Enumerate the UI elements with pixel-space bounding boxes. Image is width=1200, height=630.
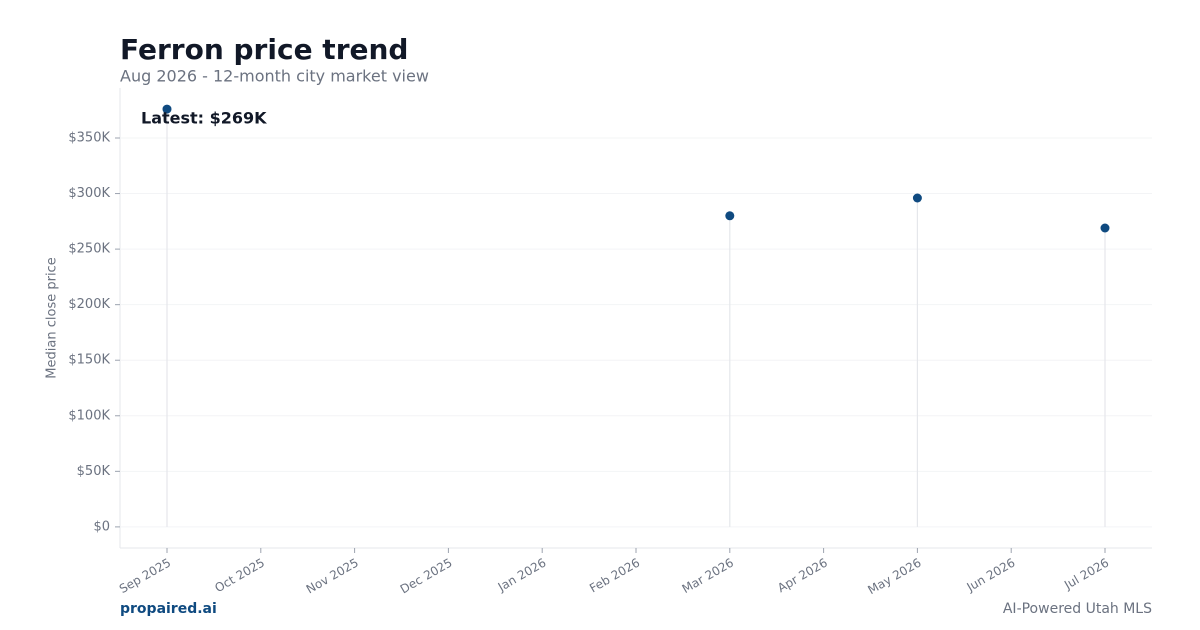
x-tick-label: Jan 2026 — [495, 556, 549, 595]
x-tick-label: Feb 2026 — [587, 556, 642, 596]
y-tick-label: $0 — [93, 519, 110, 534]
y-tick-label: $300K — [68, 186, 110, 201]
y-tick-label: $250K — [68, 242, 110, 257]
point — [162, 104, 172, 114]
x-tick-label: Apr 2026 — [775, 556, 830, 596]
y-tick-label: $200K — [68, 297, 110, 312]
chart-title: Ferron price trend — [120, 33, 408, 66]
tagline: AI-Powered Utah MLS — [1003, 601, 1152, 617]
point — [912, 193, 922, 203]
x-tick-label: Mar 2026 — [680, 556, 736, 597]
point — [1100, 223, 1110, 233]
x-tick-label: May 2026 — [865, 556, 923, 598]
annotation: Latest: $269K — [141, 109, 267, 128]
x-tick-label: Oct 2025 — [212, 556, 267, 596]
y-tick-label: $350K — [68, 131, 110, 146]
x-tick-label: Dec 2025 — [398, 556, 455, 597]
y-tick-label: $50K — [77, 464, 111, 479]
y-axis-label: Median close price — [45, 257, 60, 378]
point — [725, 211, 735, 221]
y-tick-label: $150K — [68, 353, 110, 368]
x-tick-label: Nov 2025 — [304, 556, 361, 597]
x-tick-label: Jul 2026 — [1061, 556, 1111, 593]
x-tick-label: Sep 2025 — [117, 556, 173, 597]
y-tick-label: $100K — [68, 408, 110, 423]
chart-subtitle: Aug 2026 - 12-month city market view — [120, 67, 429, 86]
x-tick-label: Jun 2026 — [964, 556, 1018, 595]
brand: propaired.ai — [120, 601, 217, 617]
